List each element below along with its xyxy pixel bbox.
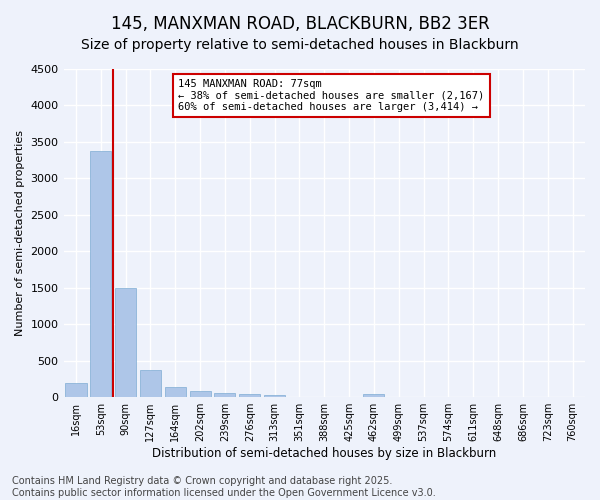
Bar — [190, 392, 211, 397]
Bar — [165, 387, 186, 397]
Bar — [264, 395, 285, 397]
Bar — [239, 394, 260, 397]
Bar — [90, 152, 112, 397]
X-axis label: Distribution of semi-detached houses by size in Blackburn: Distribution of semi-detached houses by … — [152, 447, 496, 460]
Bar — [115, 288, 136, 397]
Bar — [214, 393, 235, 397]
Text: 145 MANXMAN ROAD: 77sqm
← 38% of semi-detached houses are smaller (2,167)
60% of: 145 MANXMAN ROAD: 77sqm ← 38% of semi-de… — [178, 79, 485, 112]
Text: Size of property relative to semi-detached houses in Blackburn: Size of property relative to semi-detach… — [81, 38, 519, 52]
Text: 145, MANXMAN ROAD, BLACKBURN, BB2 3ER: 145, MANXMAN ROAD, BLACKBURN, BB2 3ER — [110, 15, 490, 33]
Text: Contains HM Land Registry data © Crown copyright and database right 2025.
Contai: Contains HM Land Registry data © Crown c… — [12, 476, 436, 498]
Bar — [65, 384, 86, 397]
Y-axis label: Number of semi-detached properties: Number of semi-detached properties — [15, 130, 25, 336]
Bar — [364, 394, 385, 397]
Bar — [140, 370, 161, 397]
